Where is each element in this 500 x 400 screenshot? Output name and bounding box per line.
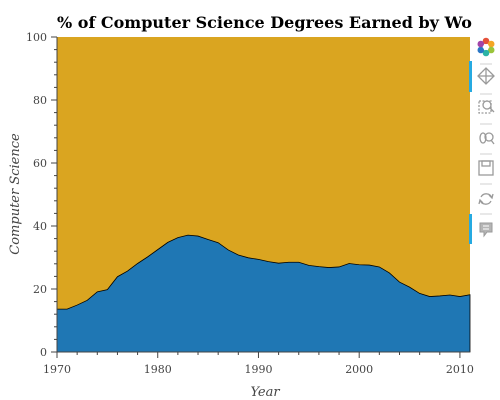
chart-title: % of Computer Science Degrees Earned by …: [57, 13, 500, 32]
y-axis-label: Computer Science: [8, 133, 23, 255]
y-tick-label: 100: [26, 31, 47, 44]
pan-icon[interactable]: [477, 67, 495, 85]
y-tick-label: 0: [40, 346, 47, 359]
axes: [56, 37, 470, 353]
x-tick-label: 1970: [43, 363, 71, 376]
plot-area[interactable]: [56, 37, 471, 353]
x-tick-label: 2000: [345, 363, 373, 376]
x-tick-label: 1980: [144, 363, 172, 376]
hover-active-indicator: [469, 214, 472, 244]
x-axis-label: Year: [250, 385, 280, 400]
y-tick-label: 80: [33, 94, 47, 107]
save-icon[interactable]: [478, 160, 494, 176]
x-tick-label: 1990: [244, 363, 272, 376]
y-tick-label: 60: [33, 157, 47, 170]
x-ticks: 1970 1980 1990 2000 2010: [43, 352, 474, 376]
area-series-0: [56, 234, 471, 353]
hover-icon[interactable]: [479, 222, 493, 238]
x-tick-label: 2010: [446, 363, 474, 376]
box-zoom-icon[interactable]: [478, 100, 495, 114]
toolbar: [469, 37, 495, 244]
y-tick-label: 20: [33, 283, 47, 296]
y-tick-label: 40: [33, 220, 47, 233]
reset-icon[interactable]: [478, 193, 494, 205]
wheel-zoom-icon[interactable]: [479, 132, 495, 145]
bokeh-logo-icon[interactable]: [477, 37, 495, 57]
y-ticks: 0 20 40 60 80 100: [26, 31, 57, 359]
pan-active-indicator: [469, 61, 472, 92]
